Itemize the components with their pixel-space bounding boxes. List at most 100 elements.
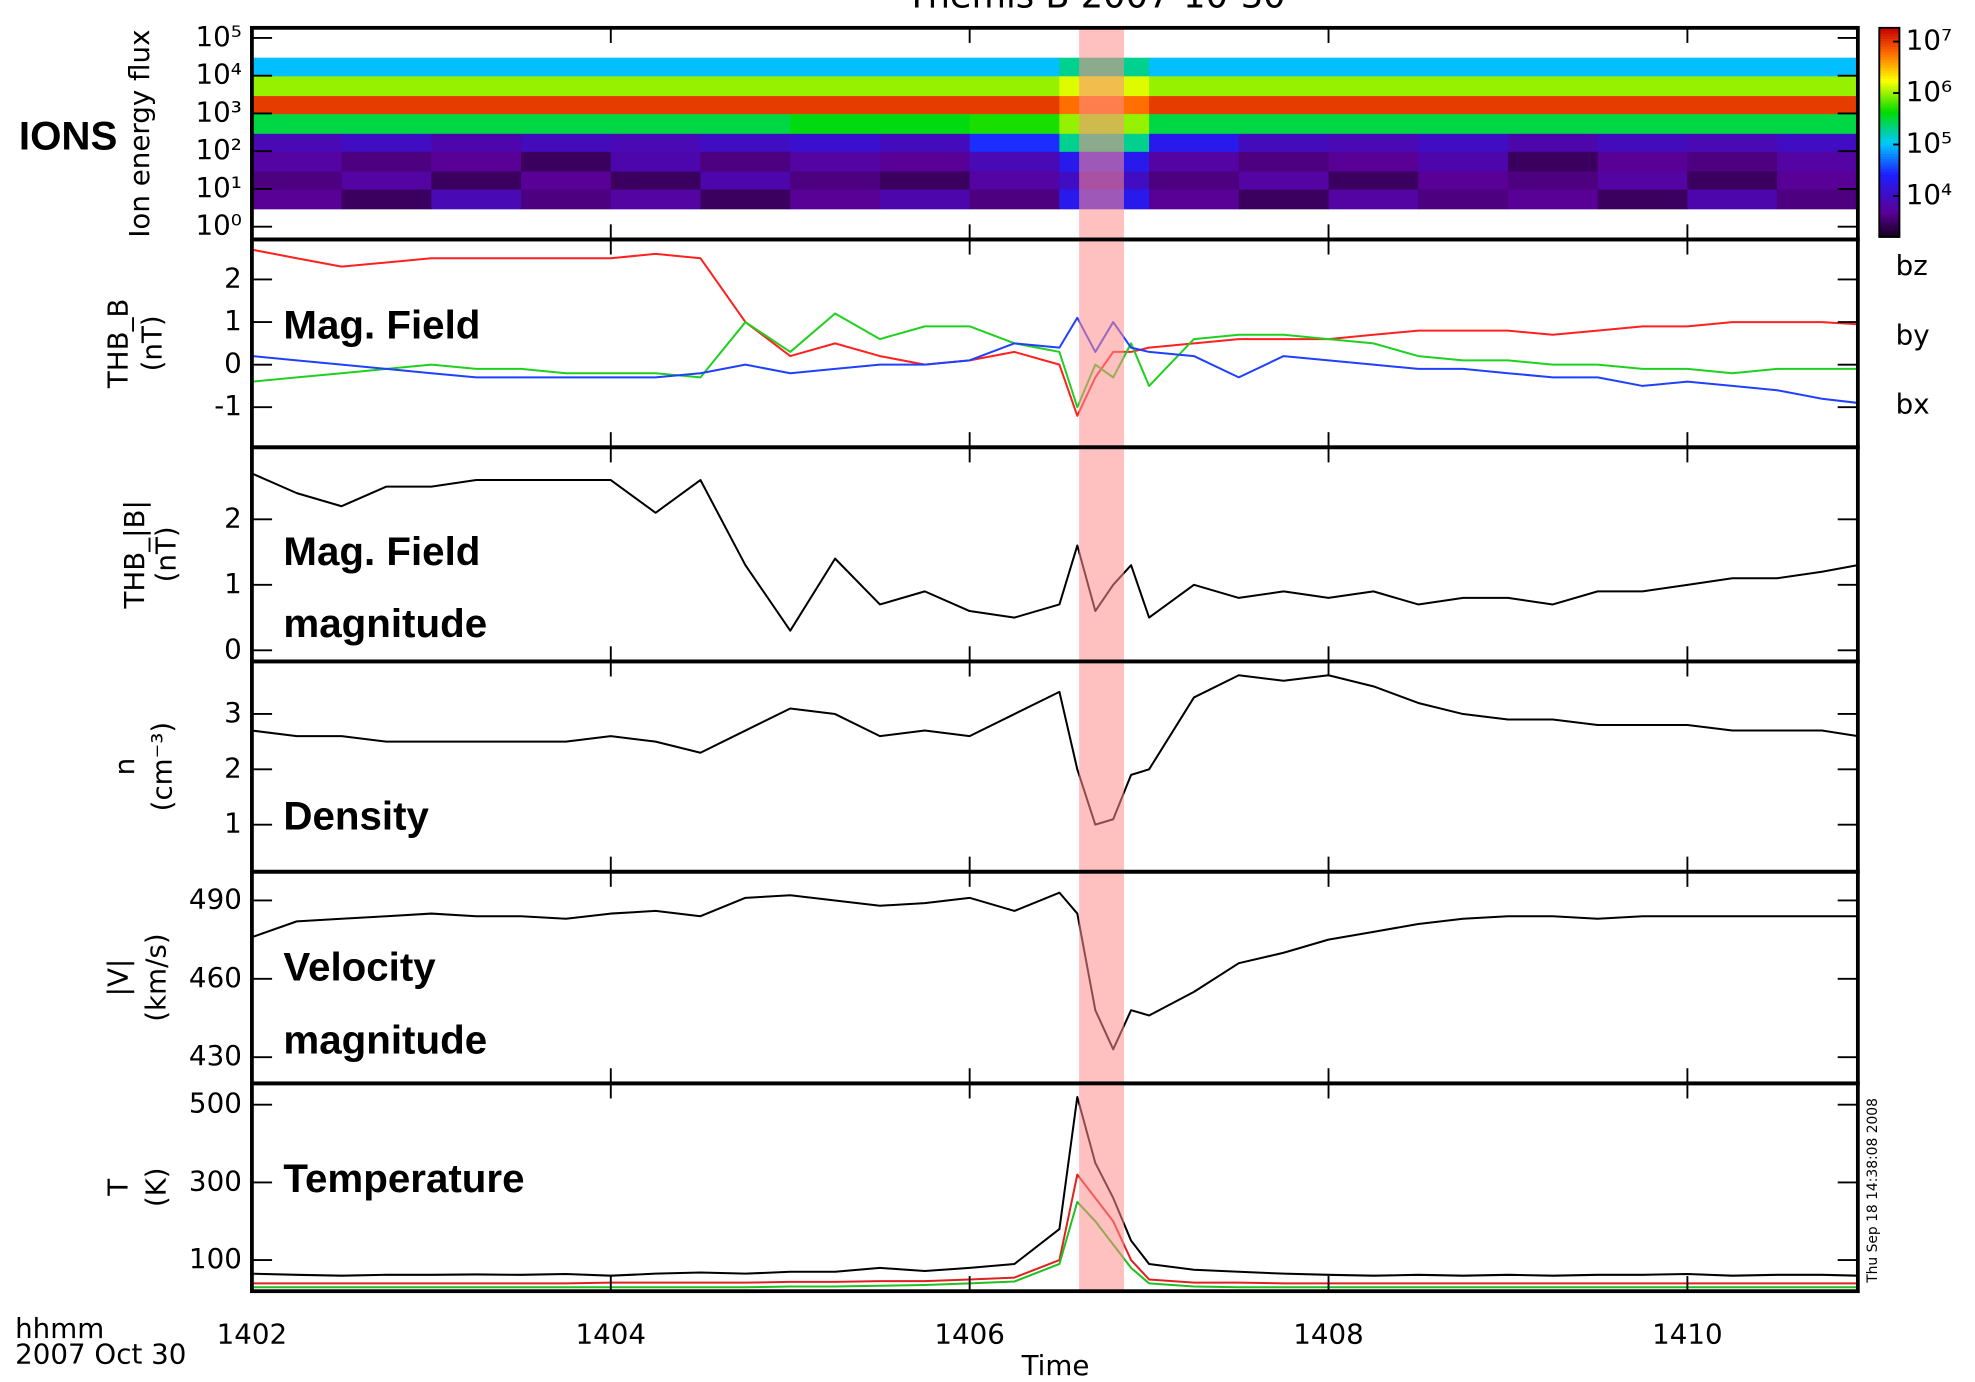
y-tick-label: 1 xyxy=(224,304,242,337)
y-tick-label: 490 xyxy=(189,882,242,915)
heat-cell xyxy=(1777,95,1858,115)
heat-cell xyxy=(431,170,522,190)
colorbar-cell xyxy=(1879,148,1900,152)
heat-cell xyxy=(1149,151,1240,172)
colorbar-tick-label: 10⁷ xyxy=(1906,24,1952,57)
heat-cell xyxy=(1687,57,1778,77)
colorbar-cell xyxy=(1879,93,1900,97)
colorbar-cell xyxy=(1879,114,1900,118)
heat-cell xyxy=(790,57,881,77)
y-tick-label: 500 xyxy=(189,1087,242,1120)
y-axis-label: THB_B xyxy=(102,299,135,390)
heat-cell xyxy=(700,57,791,77)
colorbar-cell xyxy=(1879,229,1900,233)
colorbar-cell xyxy=(1879,226,1900,230)
colorbar-cell xyxy=(1879,210,1900,215)
heat-cell xyxy=(1597,113,1689,134)
colorbar-cell xyxy=(1879,197,1900,202)
heat-cell xyxy=(251,75,343,97)
colorbar-cell xyxy=(1879,108,1900,113)
colorbar-cell xyxy=(1879,140,1900,144)
colorbar-tick-label: 10⁵ xyxy=(1906,127,1952,160)
y-tick-label: 430 xyxy=(189,1039,242,1072)
heat-cell xyxy=(1687,170,1778,190)
heat-cell xyxy=(1507,151,1599,172)
colorbar-cell xyxy=(1879,218,1900,223)
heat-cell xyxy=(1418,170,1509,190)
colorbar-cell xyxy=(1879,40,1900,45)
highlight-band xyxy=(1079,27,1124,240)
colorbar-cell xyxy=(1879,103,1900,108)
heat-cell xyxy=(700,188,791,210)
heat-cell xyxy=(1507,95,1599,115)
heat-cell xyxy=(251,151,343,172)
heat-cell xyxy=(1597,188,1689,210)
heat-cell xyxy=(879,95,971,115)
colorbar-cell xyxy=(1879,153,1900,157)
heat-cell xyxy=(1149,188,1240,210)
colorbar-cell xyxy=(1879,69,1900,74)
legend-label: bx xyxy=(1896,388,1930,421)
colorbar-cell xyxy=(1879,51,1900,55)
heat-cell xyxy=(251,188,343,210)
y-axis-label: (nT) xyxy=(150,526,183,582)
plot-area xyxy=(251,57,1858,210)
x-axis-label: Time xyxy=(1021,1349,1090,1382)
heat-cell xyxy=(790,75,881,97)
colorbar-cell xyxy=(1879,189,1900,194)
heat-cell xyxy=(1238,133,1330,152)
colorbar-cell xyxy=(1879,134,1900,139)
heat-cell xyxy=(431,57,522,77)
heat-cell xyxy=(431,113,522,134)
heat-cell xyxy=(1597,133,1689,152)
heat-cell xyxy=(341,188,432,210)
colorbar-cell xyxy=(1879,33,1900,37)
y-tick-label: -1 xyxy=(214,389,242,422)
heat-cell xyxy=(610,57,702,77)
colorbar-cell xyxy=(1879,82,1900,87)
y-axis-label: (cm⁻³) xyxy=(146,722,179,812)
heat-cell xyxy=(1328,95,1419,115)
heat-cell xyxy=(1687,188,1778,210)
heat-cell xyxy=(521,151,612,172)
heat-cell xyxy=(700,95,791,115)
colorbar-cell xyxy=(1879,129,1900,134)
colorbar-cell xyxy=(1879,61,1900,66)
y-axis-label: Ion energy flux xyxy=(123,30,156,238)
colorbar-cell xyxy=(1879,166,1900,170)
heat-cell xyxy=(1507,133,1599,152)
colorbar-cell xyxy=(1879,200,1900,204)
heat-cell xyxy=(431,151,522,172)
colorbar-cell xyxy=(1879,223,1900,228)
highlight-band xyxy=(1079,871,1124,1084)
y-axis-label: THB_|B| xyxy=(118,500,151,609)
heat-cell xyxy=(969,95,1061,115)
annotation: Density xyxy=(283,793,429,838)
heat-cell xyxy=(1687,75,1778,97)
colorbar-cell xyxy=(1879,111,1900,115)
heat-cell xyxy=(521,57,612,77)
heat-cell xyxy=(700,170,791,190)
panel: 0 1 2 THB_|B|(nT) Mag. Field magnitude xyxy=(118,445,1860,665)
y-axis-label: (nT) xyxy=(136,315,169,371)
heat-cell xyxy=(969,113,1061,134)
colorbar-cell xyxy=(1879,85,1900,89)
x-tick-label: 1402 xyxy=(217,1317,288,1350)
y-tick-label: 3 xyxy=(224,696,242,729)
colorbar-cell xyxy=(1879,195,1900,199)
heat-cell xyxy=(251,113,343,134)
chart-title: Themis B 2007-10-30 xyxy=(905,0,1286,17)
colorbar-cell xyxy=(1879,56,1900,60)
heat-cell xyxy=(1149,113,1240,134)
y-tick-label: 10³ xyxy=(195,95,241,128)
heat-cell xyxy=(1238,170,1330,190)
x-tick-label: 1406 xyxy=(934,1317,1005,1350)
heat-cell xyxy=(1777,57,1858,77)
heat-cell xyxy=(1777,170,1858,190)
heat-cell xyxy=(1238,75,1330,97)
heat-cell xyxy=(341,95,432,115)
heat-cell xyxy=(1507,113,1599,134)
heat-cell xyxy=(1328,75,1419,97)
heat-cell xyxy=(1687,133,1778,152)
heat-cell xyxy=(1328,170,1419,190)
